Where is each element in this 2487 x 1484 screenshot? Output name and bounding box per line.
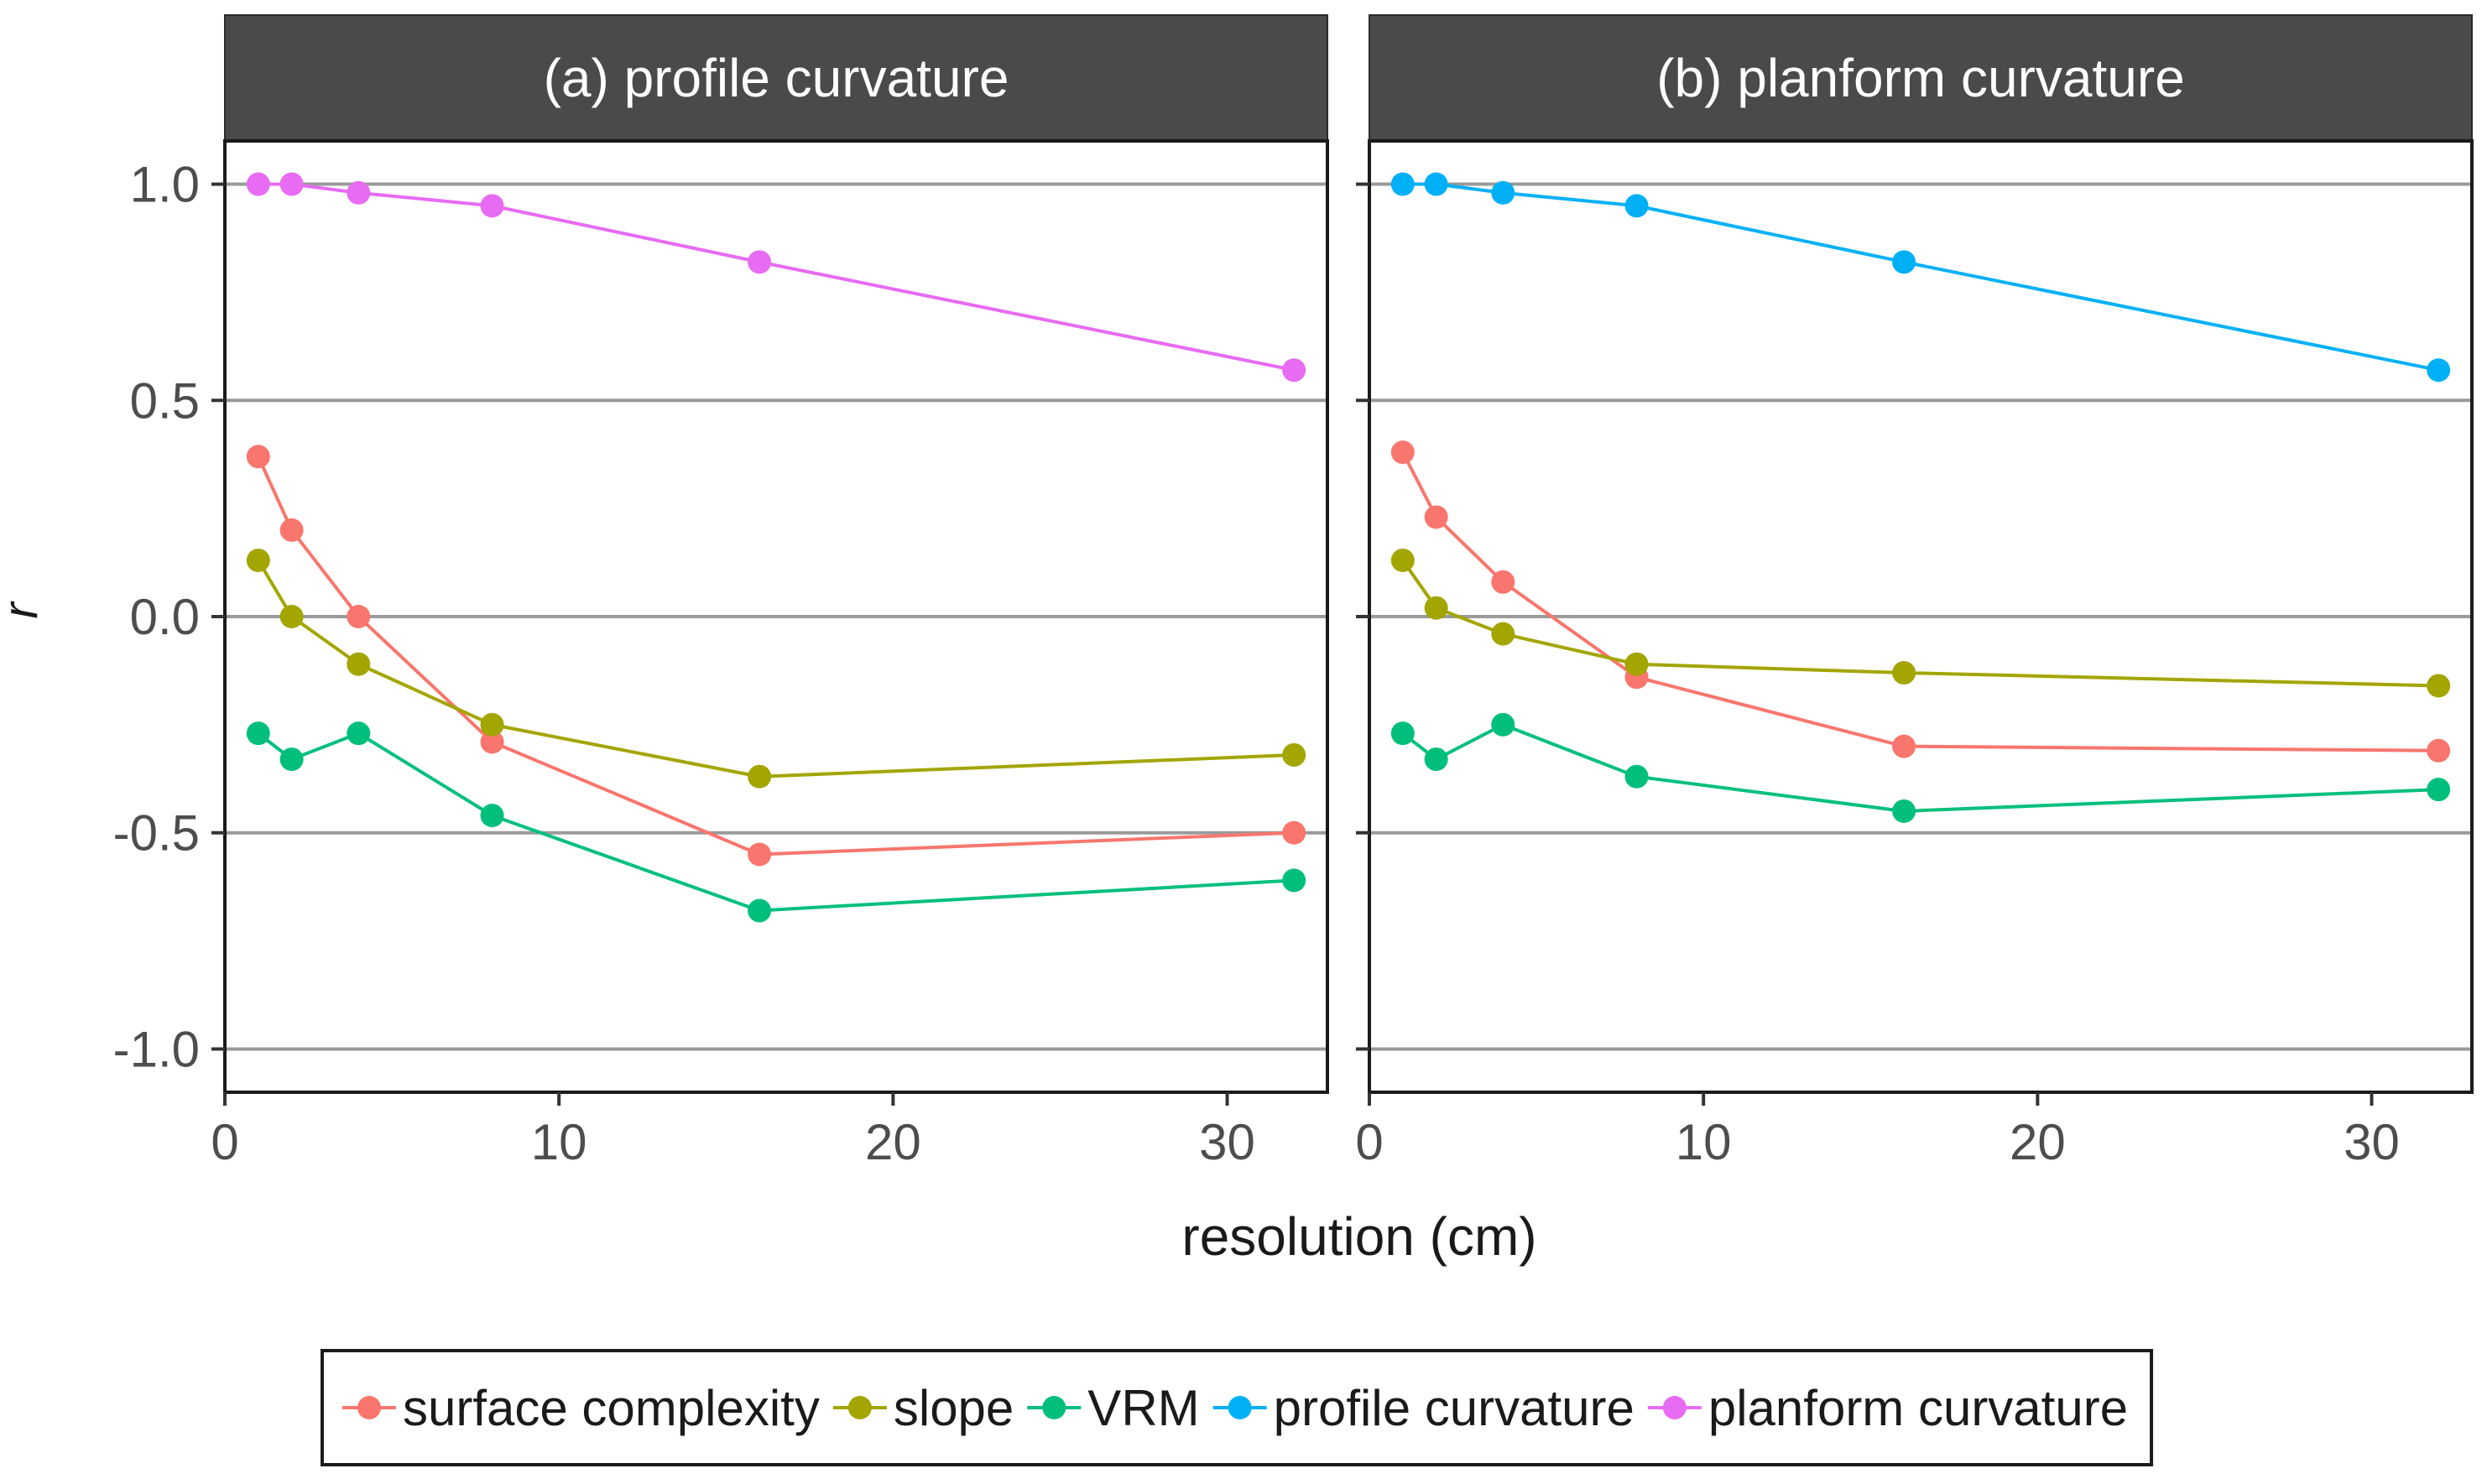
data-point [480,804,504,828]
data-point [279,747,304,772]
x-tick-label: 10 [1676,1114,1732,1170]
data-point [2427,674,2451,698]
data-point [748,250,772,274]
x-tick-label: 0 [211,1114,238,1170]
panel-a: (a) profile curvature 0 10 20 30 1.0 0.5 0.0 -0.… [113,14,1329,1170]
x-tick-label: 30 [1199,1114,1255,1170]
data-point [2427,358,2451,383]
data-point [1491,180,1515,205]
data-point [1282,820,1306,845]
data-point [1624,194,1649,218]
legend-key-point [1228,1396,1252,1419]
data-point [748,898,772,923]
x-tick-label: 0 [1355,1114,1383,1170]
y-tick-label: -0.5 [113,805,200,862]
y-tick-label: 0.5 [130,372,200,429]
data-point [1424,747,1448,772]
data-point [1282,868,1306,893]
data-point [1624,764,1649,789]
legend-label: surface complexity [403,1380,820,1436]
series-line [1401,451,2439,752]
legend-label: planform curvature [1708,1380,2128,1436]
legend-key-point [1042,1396,1066,1419]
legend-key-point [357,1396,381,1419]
data-point [480,730,504,754]
data-point [1282,358,1306,383]
series-line [256,456,1295,857]
panel-strip [1369,14,2473,142]
data-point [279,172,304,196]
data-point [246,548,270,572]
x-tick-label: 30 [2344,1114,2400,1170]
data-point [1282,742,1306,767]
data-point [1892,250,1916,274]
data-point [1390,548,1415,572]
panel-title: (a) profile curvature [544,48,1009,108]
legend-label: VRM [1087,1380,1199,1436]
data-point [1424,596,1448,620]
legend-label: slope [894,1380,1014,1436]
data-point [279,518,304,542]
x-tick-label: 20 [865,1114,921,1170]
legend-item: VRM [1027,1380,1200,1436]
y-axis-label: r [0,601,48,619]
data-point [1491,712,1515,737]
data-point [347,180,371,205]
x-tick-label: 20 [2010,1114,2066,1170]
data-point [1390,172,1415,196]
legend-item: planform curvature [1647,1380,2128,1436]
data-point [279,605,304,628]
data-point [246,172,270,196]
panel-title: (b) planform curvature [1656,48,2185,108]
y-tick-label: -1.0 [113,1021,200,1077]
legend-key-point [1662,1396,1687,1419]
data-point [246,445,270,469]
legend-item: surface complexity [342,1380,820,1436]
data-point [1892,661,1916,685]
data-point [748,764,772,789]
data-point [347,652,371,676]
data-point [1892,734,1916,758]
legend-key-point [847,1396,872,1419]
panel-strip [224,14,1328,142]
data-point [1390,721,1415,746]
legend-item: slope [832,1380,1014,1436]
legend-item: profile curvature [1212,1380,1635,1436]
legend: surface complexity slope VRM profile curvat… [321,1349,2154,1466]
data-point [347,721,371,746]
data-point [1624,652,1649,676]
data-point [480,712,504,737]
data-point [1491,622,1515,646]
data-point [1491,570,1515,594]
panel-b: (b) planform curvature 0 10 20 30 [1355,14,2474,1170]
data-point [2427,778,2451,802]
x-tick-label: 10 [531,1114,587,1170]
data-point [480,194,504,218]
data-point [1390,440,1415,465]
data-point [1424,172,1448,196]
data-point [748,842,772,867]
data-point [347,605,371,628]
data-point [1424,505,1448,529]
y-tick-label: 0.0 [130,589,200,645]
data-point [246,721,270,746]
data-point [1892,799,1916,823]
legend-label: profile curvature [1274,1380,1635,1436]
y-tick-label: 1.0 [130,157,200,213]
x-axis-label: resolution (cm) [1181,1206,1536,1267]
data-point [2427,738,2451,763]
